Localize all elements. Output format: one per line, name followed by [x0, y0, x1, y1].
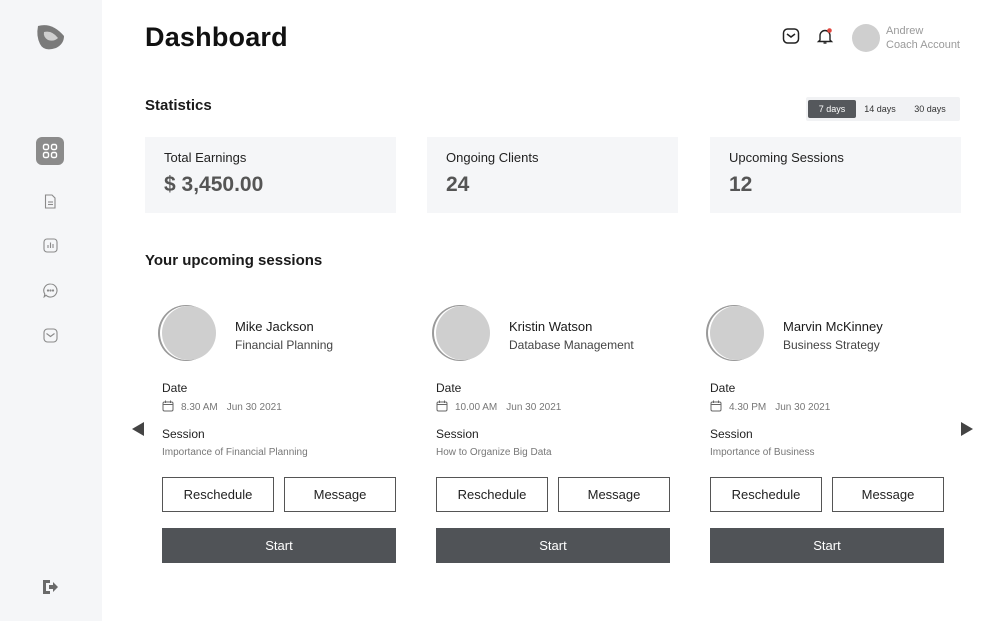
date-row: 10.00 AM Jun 30 2021	[436, 400, 561, 415]
carousel-next-button[interactable]	[960, 421, 974, 437]
stat-card-sessions: Upcoming Sessions 12	[710, 137, 961, 213]
sidebar-item-reports[interactable]	[36, 231, 64, 259]
session-time: 4.30 PM	[729, 402, 767, 413]
calendar-icon	[710, 400, 729, 415]
stat-value: $ 3,450.00	[164, 173, 264, 196]
user-avatar[interactable]	[852, 24, 880, 52]
session-time: 8.30 AM	[181, 402, 218, 413]
client-name: Kristin Watson	[509, 319, 593, 334]
sidebar-item-documents[interactable]	[36, 187, 64, 215]
avatar	[710, 306, 764, 360]
stat-label: Total Earnings	[164, 150, 247, 165]
sidebar-item-inbox[interactable]	[36, 321, 64, 349]
start-button[interactable]: Start	[710, 528, 944, 563]
calendar-icon	[162, 400, 181, 415]
bell-icon	[816, 27, 834, 50]
client-topic: Business Strategy	[783, 338, 880, 352]
stat-label: Upcoming Sessions	[729, 150, 844, 165]
date-label: Date	[436, 381, 462, 395]
logout-icon	[41, 578, 59, 596]
start-button[interactable]: Start	[436, 528, 670, 563]
stat-value: 24	[446, 173, 470, 196]
session-time: 10.00 AM	[455, 402, 498, 413]
calendar-icon	[436, 400, 455, 415]
date-row: 8.30 AM Jun 30 2021	[162, 400, 282, 415]
start-button[interactable]: Start	[162, 528, 396, 563]
chart-icon	[42, 237, 58, 253]
statistics-title: Statistics	[145, 97, 212, 114]
user-name: Andrew	[886, 25, 924, 37]
stat-label: Ongoing Clients	[446, 150, 539, 165]
sidebar-item-messages[interactable]	[36, 276, 64, 304]
message-button[interactable]: Message	[284, 477, 396, 512]
avatar	[162, 306, 216, 360]
logout-button[interactable]	[36, 573, 64, 601]
range-option-14-days[interactable]: 14 days	[864, 104, 896, 114]
carousel-prev-button[interactable]	[131, 421, 145, 437]
reschedule-button[interactable]: Reschedule	[162, 477, 274, 512]
chat-icon	[42, 282, 58, 298]
date-row: 4.30 PM Jun 30 2021	[710, 400, 830, 415]
stat-card-clients: Ongoing Clients 24	[427, 137, 678, 213]
triangle-right-icon	[960, 422, 974, 441]
range-option-7-days[interactable]: 7 days	[808, 100, 856, 118]
inbox-icon	[42, 327, 58, 343]
message-button[interactable]: Message	[558, 477, 670, 512]
client-name: Marvin McKinney	[783, 319, 883, 334]
client-topic: Database Management	[509, 338, 634, 352]
triangle-left-icon	[131, 422, 145, 441]
avatar	[436, 306, 490, 360]
message-button[interactable]: Message	[832, 477, 944, 512]
sidebar	[0, 0, 102, 621]
stat-card-earnings: Total Earnings $ 3,450.00	[145, 137, 396, 213]
session-label: Session	[436, 427, 479, 441]
session-date: Jun 30 2021	[506, 402, 562, 413]
mail-icon	[782, 27, 800, 50]
grid-icon	[42, 143, 58, 159]
user-role: Coach Account	[886, 39, 960, 51]
sidebar-item-dashboard[interactable]	[36, 137, 64, 165]
range-option-30-days[interactable]: 30 days	[914, 104, 946, 114]
session-card: Mike Jackson Financial Planning Date 8.3…	[162, 306, 398, 566]
session-date: Jun 30 2021	[226, 402, 282, 413]
reschedule-button[interactable]: Reschedule	[436, 477, 548, 512]
client-topic: Financial Planning	[235, 338, 334, 352]
document-icon	[43, 193, 57, 209]
client-name: Mike Jackson	[235, 319, 314, 334]
session-label: Session	[710, 427, 753, 441]
session-label: Session	[162, 427, 205, 441]
logo-icon[interactable]	[34, 22, 68, 54]
mail-button[interactable]	[781, 27, 801, 50]
session-description: How to Organize Big Data	[436, 447, 552, 458]
sessions-title: Your upcoming sessions	[145, 252, 323, 269]
date-label: Date	[710, 381, 736, 395]
session-date: Jun 30 2021	[775, 402, 831, 413]
page-title: Dashboard	[145, 22, 288, 52]
session-description: Importance of Business	[710, 447, 815, 458]
stat-value: 12	[729, 173, 753, 196]
session-card: Marvin McKinney Business Strategy Date 4…	[710, 306, 946, 566]
session-description: Importance of Financial Planning	[162, 447, 308, 458]
notifications-button[interactable]	[815, 27, 835, 50]
reschedule-button[interactable]: Reschedule	[710, 477, 822, 512]
date-label: Date	[162, 381, 188, 395]
range-toggle: 7 days 14 days 30 days	[806, 97, 960, 121]
session-card: Kristin Watson Database Management Date …	[436, 306, 672, 566]
